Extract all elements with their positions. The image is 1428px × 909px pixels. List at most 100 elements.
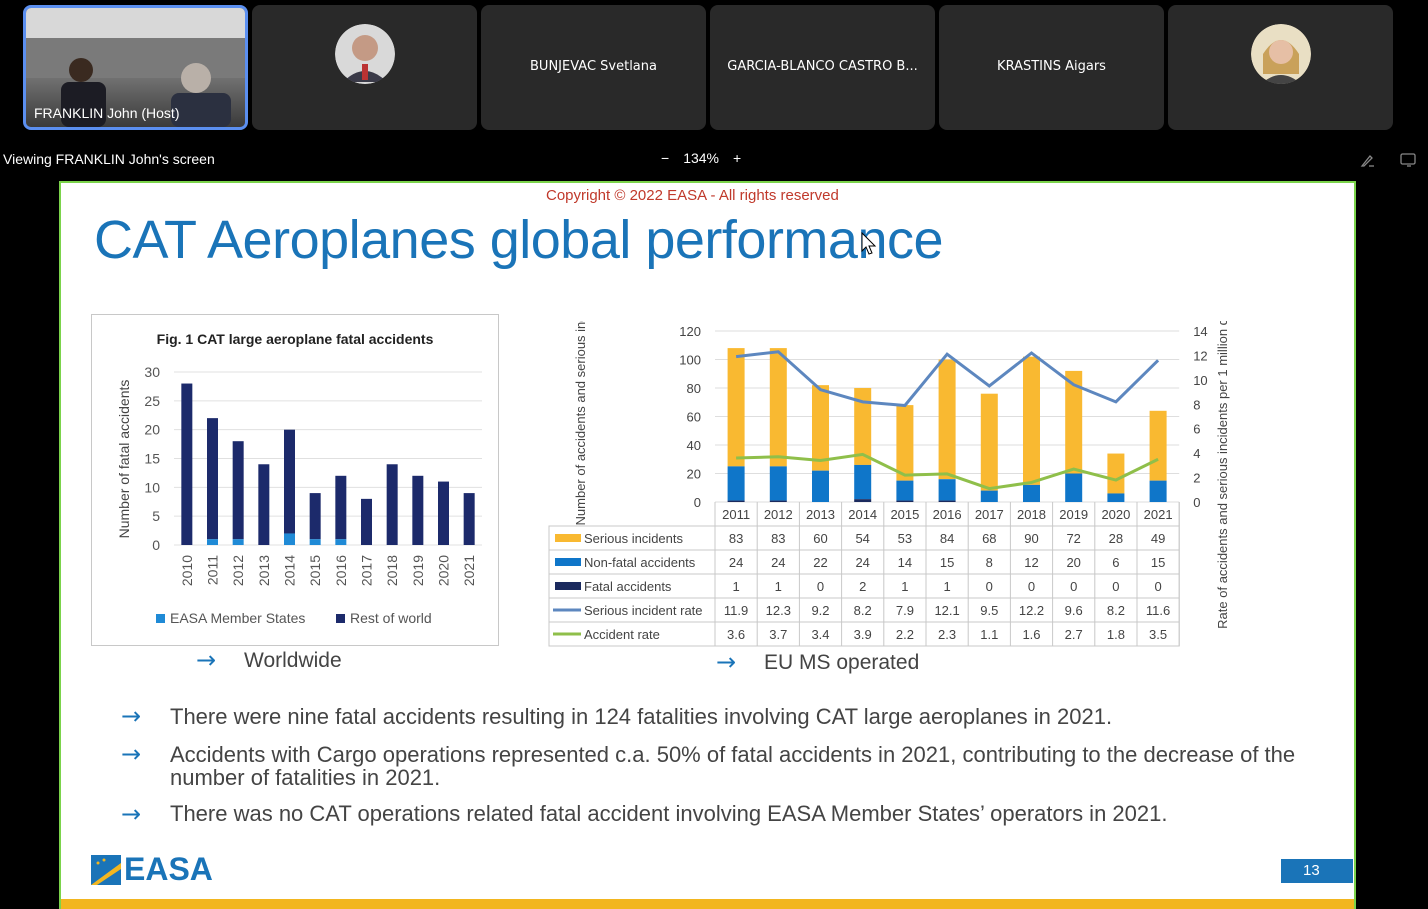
fig1-legend-label-easa-ms: EASA Member States bbox=[170, 610, 305, 626]
bullet-3: There was no CAT operations related fata… bbox=[170, 801, 1168, 826]
chart2-y-tick: 120 bbox=[679, 324, 701, 339]
chart2-table-cell: 90 bbox=[1024, 531, 1038, 546]
fig1-y-tick: 15 bbox=[144, 451, 160, 467]
fig1-bar-rest-of-world bbox=[335, 475, 347, 540]
chart2-table-cell: 8.2 bbox=[1107, 603, 1125, 618]
chart2-table-cell: 3.6 bbox=[727, 627, 745, 642]
chart2-legend-label: Serious incidents bbox=[584, 531, 683, 546]
chart2-y-tick: 20 bbox=[687, 467, 701, 482]
chart2-table-cell: 8 bbox=[986, 555, 993, 570]
fig1-bar-rest-of-world bbox=[438, 481, 449, 545]
chart2-table-cell: 1 bbox=[732, 579, 739, 594]
fig1-bar-easa-ms bbox=[309, 539, 321, 545]
chart2-x-tick: 2015 bbox=[890, 507, 919, 522]
fig1-x-tick: 2014 bbox=[282, 555, 298, 586]
chart2-table-cell: 6 bbox=[1112, 555, 1119, 570]
participant-tile-host[interactable]: FRANKLIN John (Host) bbox=[23, 5, 248, 130]
chart2-table-cell: 3.7 bbox=[769, 627, 787, 642]
chart2-table-cell: 0 bbox=[1070, 579, 1077, 594]
chart2-bar-serious-incidents bbox=[1107, 453, 1125, 494]
chart2-line-serious-incident-rate bbox=[735, 350, 1160, 408]
chart2-table-cell: 20 bbox=[1066, 555, 1080, 570]
participant-tile-2[interactable] bbox=[252, 5, 477, 130]
chart2-y2-tick: 14 bbox=[1193, 324, 1207, 339]
participant-avatar bbox=[1250, 24, 1311, 84]
video-scene bbox=[26, 8, 245, 127]
fig1-y-tick: 30 bbox=[144, 364, 160, 380]
chart2-table-cell: 3.5 bbox=[1149, 627, 1167, 642]
copyright-notice: Copyright © 2022 EASA - All rights reser… bbox=[546, 187, 839, 204]
chart2-table-cell: 2.3 bbox=[938, 627, 956, 642]
chart2-table-cell: 1 bbox=[943, 579, 950, 594]
fig1-y-tick: 25 bbox=[144, 393, 160, 409]
fig1-bar-rest-of-world bbox=[232, 441, 244, 540]
fig1-legend-swatch-easa-ms bbox=[156, 614, 165, 623]
zoom-in-button[interactable]: + bbox=[733, 150, 742, 166]
arrow-icon: → bbox=[716, 648, 737, 676]
chart2-table-cell: 15 bbox=[940, 555, 954, 570]
chart2-y-tick: 80 bbox=[687, 381, 701, 396]
chart2-table-cell: 12.2 bbox=[1019, 603, 1044, 618]
chart2-bar-fatal-accidents bbox=[727, 500, 745, 502]
chart2-y2-tick: 8 bbox=[1193, 397, 1200, 412]
participant-tile-6[interactable] bbox=[1168, 5, 1393, 130]
chart2-bar-serious-incidents bbox=[812, 385, 829, 471]
chart2-bar-serious-incidents bbox=[854, 388, 872, 465]
host-name-label: FRANKLIN John (Host) bbox=[34, 105, 180, 121]
fig1-x-tick: 2011 bbox=[205, 555, 221, 585]
chart2-y-tick: 40 bbox=[687, 438, 701, 453]
chart2-y-tick: 60 bbox=[687, 410, 701, 425]
arrow-icon: → bbox=[121, 800, 142, 828]
chart2-table-cell: 53 bbox=[898, 531, 912, 546]
pop-out-icon[interactable] bbox=[1400, 152, 1418, 168]
participant-name: GARCIA-BLANCO CASTRO B... bbox=[727, 59, 918, 74]
chart2-bar-non-fatal-accidents bbox=[854, 464, 872, 500]
chart2-bar-fatal-accidents bbox=[769, 500, 787, 502]
chart2-table-cell: 0 bbox=[1112, 579, 1119, 594]
easa-logo-text: EASA bbox=[124, 851, 213, 887]
chart2-bar-non-fatal-accidents bbox=[1065, 473, 1083, 502]
slide-title: CAT Aeroplanes global performance bbox=[94, 210, 944, 270]
fig1-chart: 0 5 10 15 20 25 30 Number of fatal accidents 201… bbox=[116, 364, 482, 626]
zoom-out-button[interactable]: − bbox=[661, 150, 670, 166]
chart2-x-tick: 2017 bbox=[975, 507, 1004, 522]
slide-page-number: 13 bbox=[1281, 859, 1353, 883]
chart2-table-cell: 3.4 bbox=[811, 627, 829, 642]
chart2-legend-swatch bbox=[555, 534, 581, 542]
fig1-bar-rest-of-world bbox=[207, 418, 218, 540]
chart2-table-cell: 0 bbox=[1028, 579, 1035, 594]
chart2-legend-label: Serious incident rate bbox=[584, 603, 703, 618]
fig1-x-tick: 2021 bbox=[461, 555, 477, 586]
participant-tile-3[interactable]: BUNJEVAC Svetlana bbox=[481, 5, 706, 130]
arrow-icon: → bbox=[121, 740, 142, 768]
chart2-table-cell: 2 bbox=[859, 579, 866, 594]
fig1-bar-rest-of-world bbox=[361, 498, 372, 545]
participant-tile-5[interactable]: KRASTINS Aigars bbox=[939, 5, 1164, 130]
chart2-y2-tick: 0 bbox=[1193, 495, 1200, 510]
chart2-bar-fatal-accidents bbox=[896, 500, 914, 502]
arrow-icon: → bbox=[196, 646, 217, 674]
chart2-table-cell: 1 bbox=[775, 579, 782, 594]
chart2-x-tick: 2011 bbox=[722, 507, 750, 522]
chart2-y2-tick: 4 bbox=[1193, 446, 1200, 461]
fig1-bar-rest-of-world bbox=[412, 475, 424, 545]
fig1-y-tick: 20 bbox=[144, 422, 160, 438]
chart2-table-cell: 12.1 bbox=[934, 603, 959, 618]
chart2-bar-non-fatal-accidents bbox=[1149, 480, 1167, 502]
annotate-icon[interactable] bbox=[1360, 152, 1376, 168]
viewing-screen-label: Viewing FRANKLIN John's screen bbox=[3, 151, 215, 167]
chart2-table-cell: 11.9 bbox=[724, 603, 748, 618]
chart2-table-cell: 72 bbox=[1066, 531, 1080, 546]
participant-tile-4[interactable]: GARCIA-BLANCO CASTRO B... bbox=[710, 5, 935, 130]
chart2-legend-label: Accident rate bbox=[584, 627, 660, 642]
chart2-table-cell: 7.9 bbox=[896, 603, 914, 618]
chart2-legend-swatch bbox=[555, 558, 581, 566]
chart2-legend-swatch bbox=[555, 582, 581, 590]
chart2-bar-non-fatal-accidents bbox=[812, 470, 829, 502]
chart2-table-cell: 2.2 bbox=[896, 627, 914, 642]
chart2-y2-tick: 12 bbox=[1193, 348, 1207, 363]
chart2-bar-serious-incidents bbox=[980, 393, 998, 491]
caption-eu-ms: EU MS operated bbox=[764, 651, 920, 674]
participant-name: KRASTINS Aigars bbox=[997, 59, 1106, 74]
chart2-table-cell: 11.6 bbox=[1146, 603, 1170, 618]
